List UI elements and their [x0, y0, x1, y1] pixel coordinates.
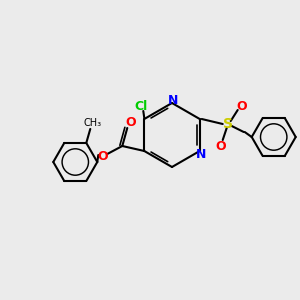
Text: N: N [196, 148, 206, 160]
Text: O: O [236, 100, 247, 112]
Text: Cl: Cl [135, 100, 148, 113]
Text: O: O [215, 140, 226, 152]
Text: O: O [97, 151, 108, 164]
Text: CH₃: CH₃ [83, 118, 101, 128]
Text: N: N [168, 94, 178, 106]
Text: S: S [223, 117, 233, 131]
Text: O: O [125, 116, 136, 130]
